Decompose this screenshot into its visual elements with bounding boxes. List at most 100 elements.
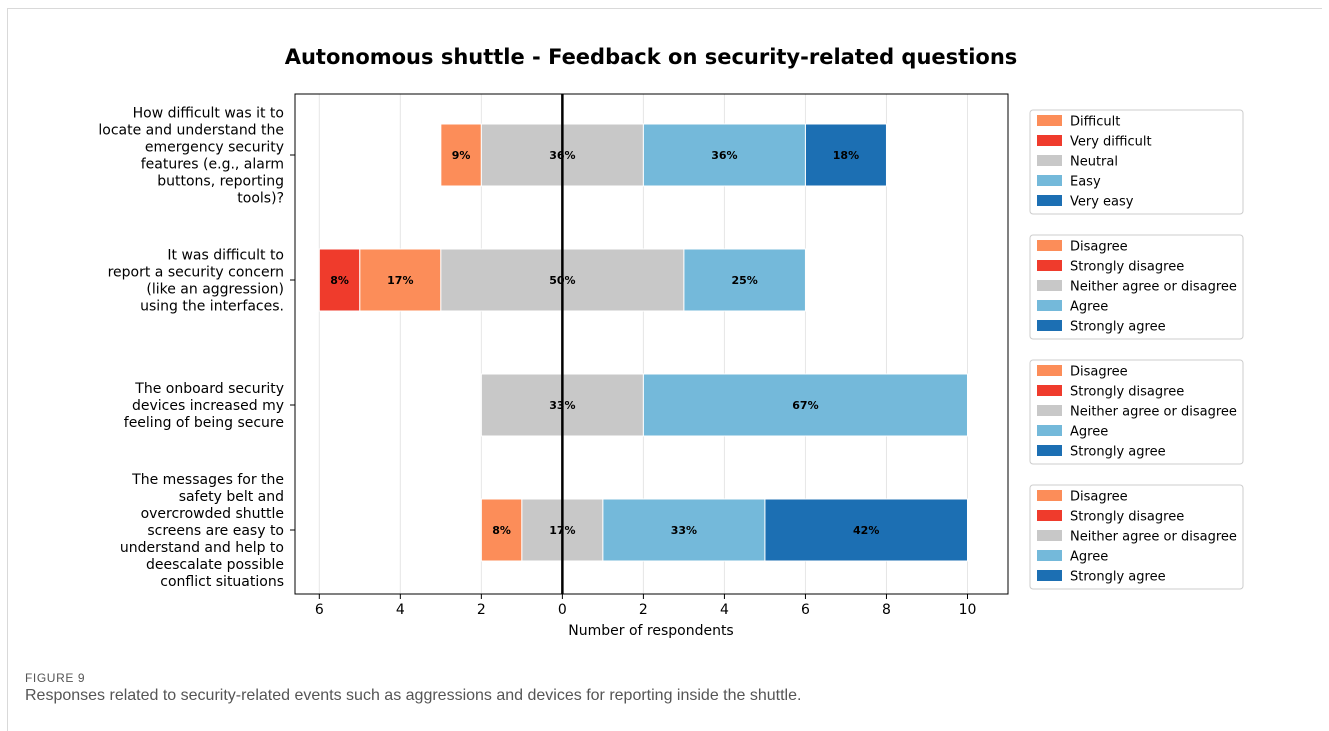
data-label: 67% xyxy=(792,399,818,412)
diverging-bar-chart: Autonomous shuttle - Feedback on securit… xyxy=(98,45,1244,639)
y-tick-label: (like an aggression) xyxy=(146,282,284,298)
data-label: 36% xyxy=(711,149,737,162)
y-tick-label: using the interfaces. xyxy=(140,299,284,315)
x-tick-label: 4 xyxy=(720,602,729,618)
data-label: 17% xyxy=(387,274,413,287)
bar-segment xyxy=(602,498,766,562)
data-label: 42% xyxy=(853,524,879,537)
legend-swatch xyxy=(1037,195,1062,206)
legend-box xyxy=(1029,109,1244,215)
y-tick-label: The messages for the xyxy=(131,472,284,488)
legend-swatch xyxy=(1037,425,1062,436)
legend-label: Very difficult xyxy=(1070,135,1152,150)
data-label: 18% xyxy=(833,149,859,162)
y-tick-label: understand and help to xyxy=(120,540,284,556)
legend-swatch xyxy=(1037,385,1062,396)
legend-box xyxy=(1029,484,1244,590)
legend-label: Strongly agree xyxy=(1070,320,1166,335)
chart-title: Autonomous shuttle - Feedback on securit… xyxy=(285,45,1018,69)
y-tick-label: features (e.g., alarm xyxy=(141,157,284,173)
legend-box xyxy=(1029,359,1244,465)
legend-label: Neither agree or disagree xyxy=(1070,405,1237,420)
figure-caption: Responses related to security-related ev… xyxy=(25,687,802,704)
legend-label: Strongly disagree xyxy=(1070,260,1184,275)
y-tick-label: How difficult was it to xyxy=(133,106,284,122)
legend-swatch xyxy=(1037,260,1062,271)
legend-swatch xyxy=(1037,365,1062,376)
legend-label: Neither agree or disagree xyxy=(1070,530,1237,545)
bar-segment xyxy=(480,498,523,562)
legend-swatch xyxy=(1037,240,1062,251)
legend-swatch xyxy=(1037,550,1062,561)
bar-segment xyxy=(318,248,361,312)
legend-label: Strongly agree xyxy=(1070,570,1166,585)
legend-swatch xyxy=(1037,280,1062,291)
legend-swatch xyxy=(1037,445,1062,456)
legend-swatch xyxy=(1037,490,1062,501)
x-tick-label: 0 xyxy=(558,602,567,618)
figure-label: FIGURE 9 xyxy=(25,671,86,685)
y-tick-label: The onboard security xyxy=(134,381,284,397)
legend-label: Easy xyxy=(1070,175,1101,190)
bar-segment xyxy=(764,498,968,562)
legend-label: Difficult xyxy=(1070,115,1120,130)
legend-swatch xyxy=(1037,510,1062,521)
y-tick-label: screens are easy to xyxy=(147,523,284,539)
legend-label: Strongly disagree xyxy=(1070,385,1184,400)
y-tick-label: tools)? xyxy=(237,191,284,207)
x-tick-label: 6 xyxy=(315,602,324,618)
legend-label: Agree xyxy=(1070,425,1108,440)
y-tick-label: deescalate possible xyxy=(146,557,284,573)
legend-swatch xyxy=(1037,155,1062,166)
x-tick-label: 10 xyxy=(959,602,977,618)
plot-frame xyxy=(294,93,1009,595)
x-tick-label: 8 xyxy=(882,602,891,618)
legend-label: Agree xyxy=(1070,550,1108,565)
y-tick-label: overcrowded shuttle xyxy=(141,506,284,522)
legend-swatch xyxy=(1037,530,1062,541)
x-axis-label: Number of respondents xyxy=(568,623,733,639)
data-label: 33% xyxy=(671,524,697,537)
bar-segment xyxy=(642,373,968,437)
y-tick-label: It was difficult to xyxy=(167,248,284,264)
bar-segment xyxy=(359,248,442,312)
y-tick-label: conflict situations xyxy=(160,574,284,590)
legend-label: Strongly disagree xyxy=(1070,510,1184,525)
x-tick-label: 6 xyxy=(801,602,810,618)
figure-frame xyxy=(7,8,1322,731)
x-tick-label: 2 xyxy=(477,602,486,618)
data-label: 25% xyxy=(732,274,758,287)
legend-label: Very easy xyxy=(1070,195,1134,210)
bar-segment xyxy=(440,123,482,187)
bar-segment xyxy=(804,123,887,187)
y-tick-label: emergency security xyxy=(145,140,284,156)
y-tick-label: safety belt and xyxy=(179,489,284,505)
legend-label: Disagree xyxy=(1070,365,1128,380)
legend-swatch xyxy=(1037,320,1062,331)
data-label: 8% xyxy=(330,274,349,287)
legend-swatch xyxy=(1037,405,1062,416)
legend-swatch xyxy=(1037,135,1062,146)
legend-swatch xyxy=(1037,570,1062,581)
legend-label: Neutral xyxy=(1070,155,1118,170)
data-label: 8% xyxy=(492,524,511,537)
legend-swatch xyxy=(1037,175,1062,186)
data-label: 9% xyxy=(452,149,471,162)
legend-label: Strongly agree xyxy=(1070,445,1166,460)
legend-label: Neither agree or disagree xyxy=(1070,280,1237,295)
bar-segment xyxy=(683,248,806,312)
x-tick-label: 2 xyxy=(639,602,648,618)
y-tick-label: report a security concern xyxy=(108,265,284,281)
legend-box xyxy=(1029,234,1244,340)
y-tick-label: buttons, reporting xyxy=(157,174,284,190)
y-tick-label: feeling of being secure xyxy=(124,415,284,431)
legend-swatch xyxy=(1037,115,1062,126)
legend-label: Agree xyxy=(1070,300,1108,315)
y-tick-label: locate and understand the xyxy=(98,123,284,139)
bar-segment xyxy=(642,123,806,187)
legend-label: Disagree xyxy=(1070,240,1128,255)
y-tick-label: devices increased my xyxy=(132,398,284,414)
legend-swatch xyxy=(1037,300,1062,311)
legend-label: Disagree xyxy=(1070,490,1128,505)
x-tick-label: 4 xyxy=(396,602,405,618)
